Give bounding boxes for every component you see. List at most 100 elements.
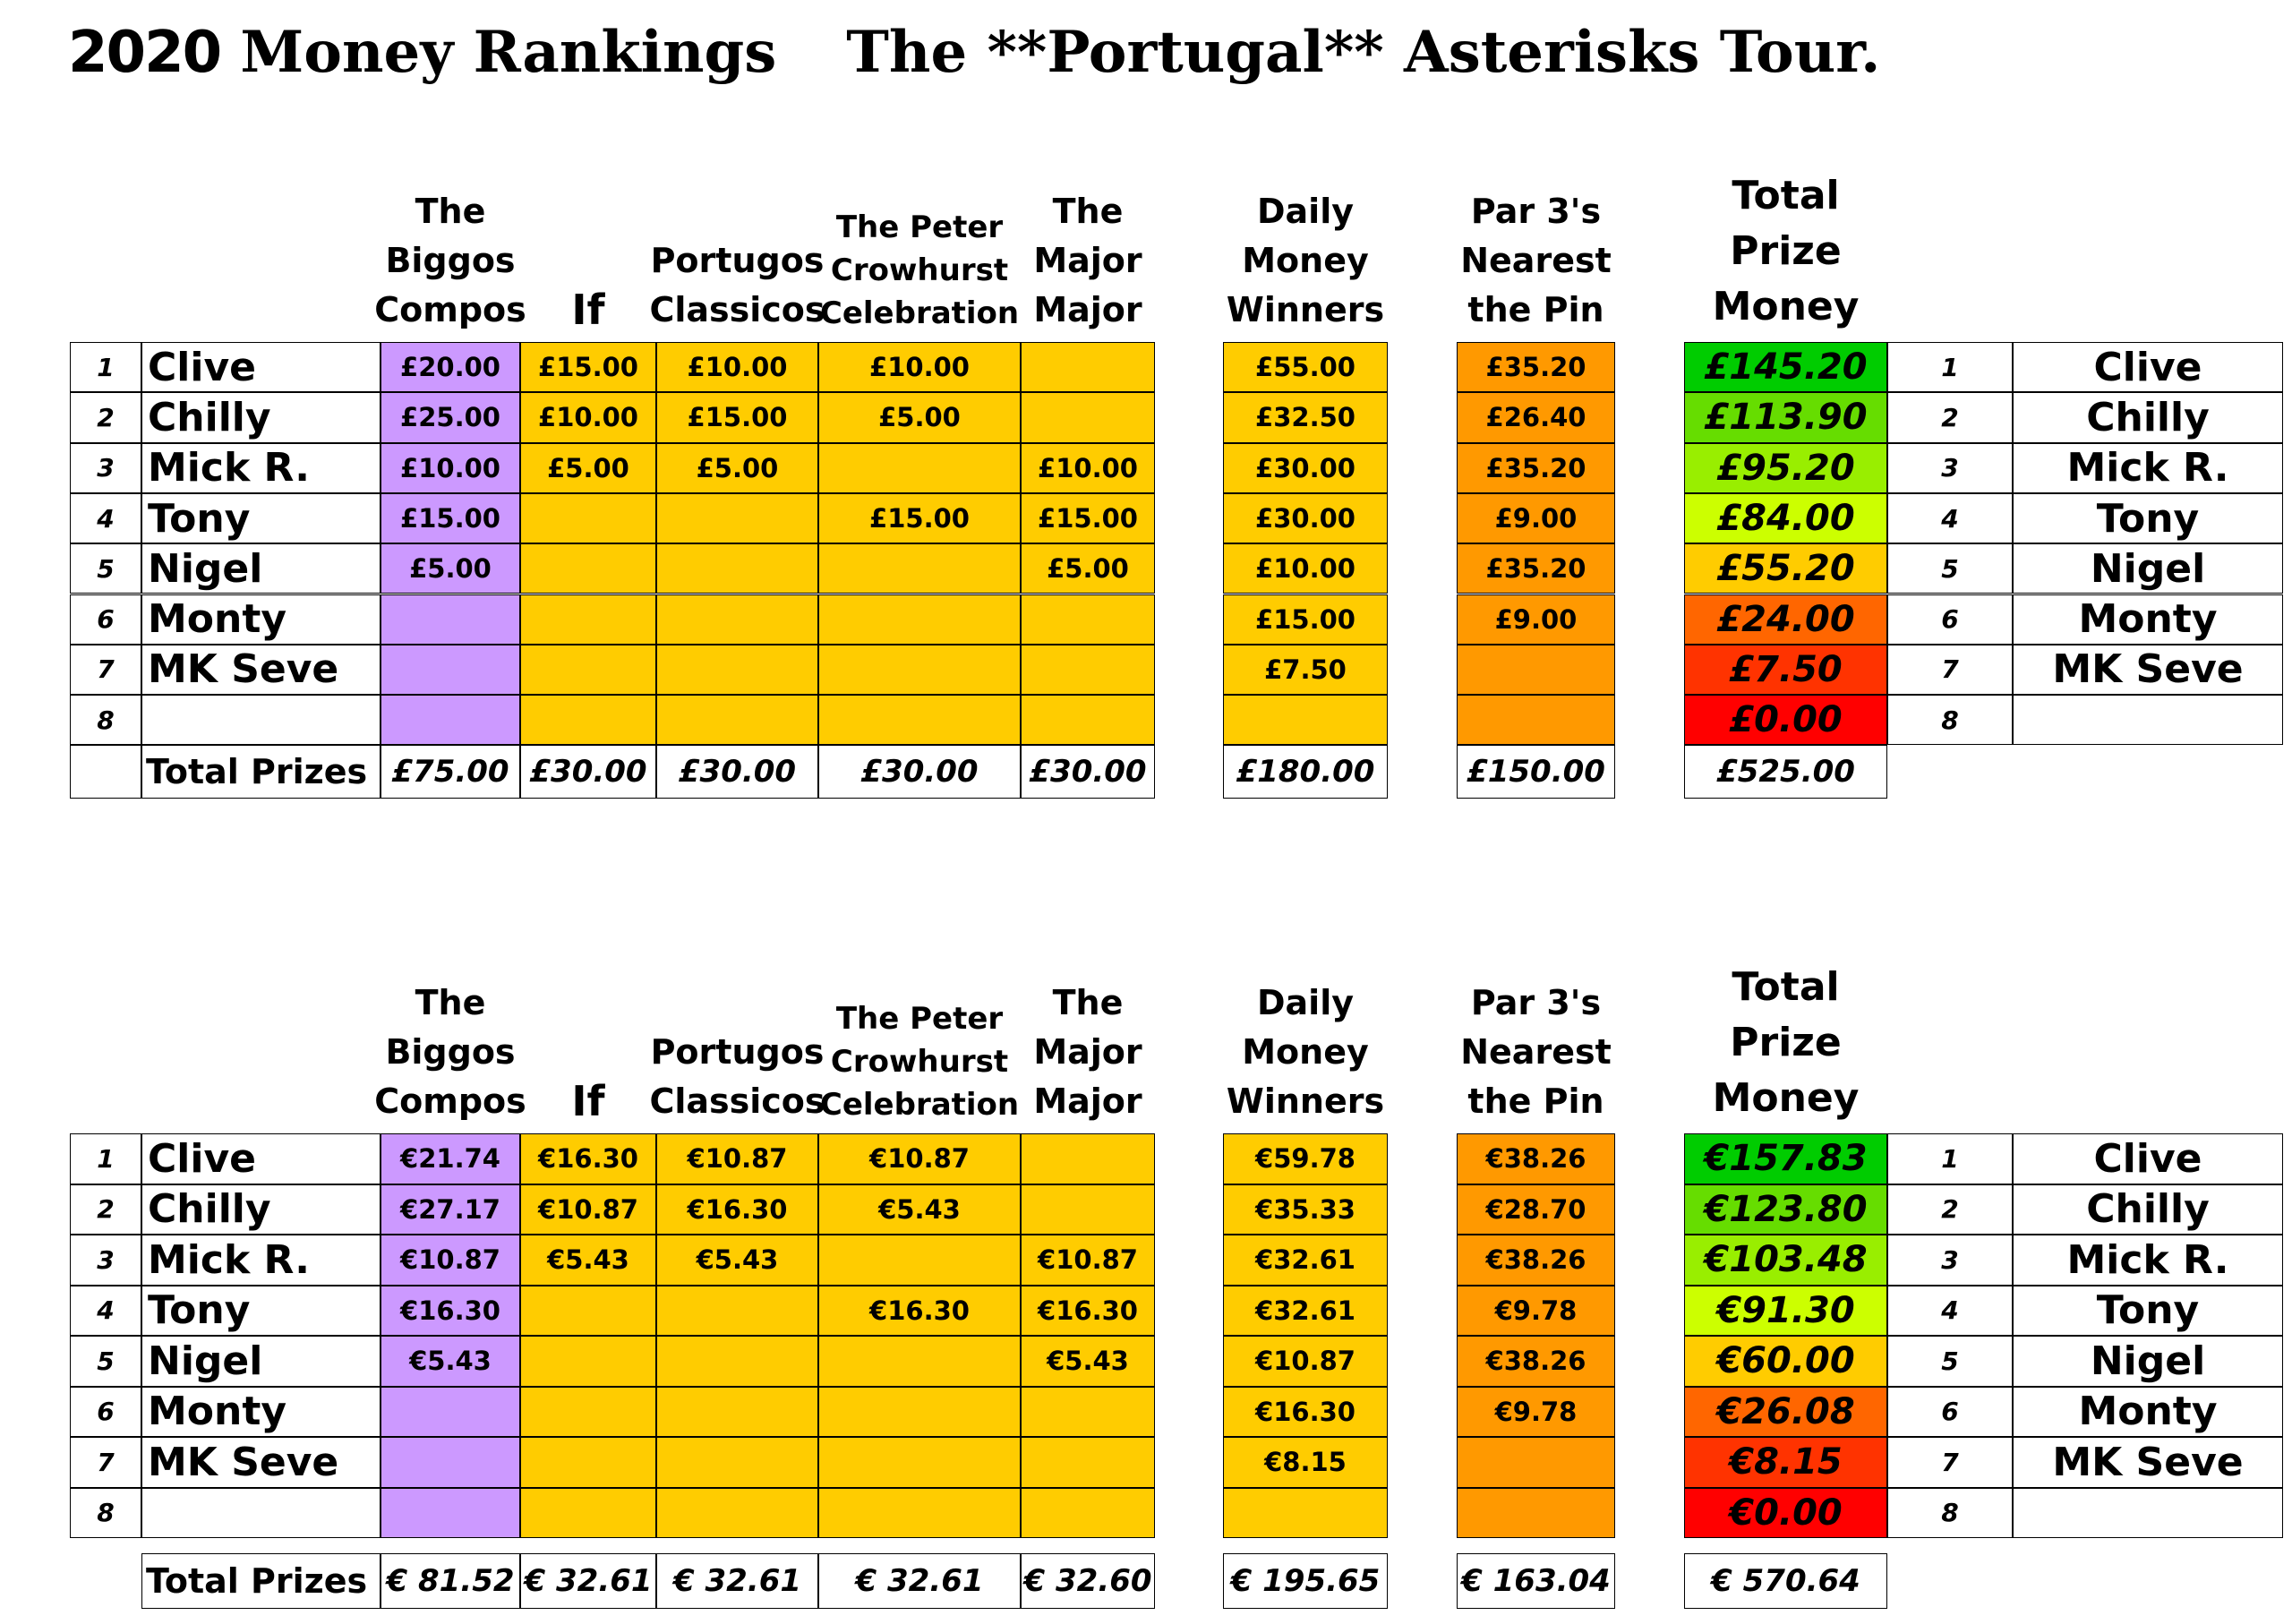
cell-total: €123.80 xyxy=(1684,1184,1887,1235)
cell-total: £95.20 xyxy=(1684,442,1887,493)
player-name: Chilly xyxy=(141,1184,381,1235)
rank-number: 3 xyxy=(70,1235,141,1286)
header-major-line: Major xyxy=(1033,241,1142,280)
header-portugos-line: Portugos xyxy=(650,1032,825,1072)
cell-total: €60.00 xyxy=(1684,1336,1887,1387)
rank-number: 5 xyxy=(70,543,141,594)
header-par3-line: Par 3's xyxy=(1470,983,1602,1022)
header-total-line: Prize xyxy=(1730,228,1842,274)
rank-number: 2 xyxy=(70,392,141,443)
header-peter-line: Celebration xyxy=(819,295,1020,331)
header-daily: Daily Money Winners xyxy=(1214,187,1397,335)
cell-if xyxy=(520,492,656,544)
player-name: Tony xyxy=(141,1285,381,1336)
header-biggos: The Biggos Compos xyxy=(372,979,529,1126)
cell-biggos: €27.17 xyxy=(381,1184,520,1235)
rank-number: 1 xyxy=(70,342,141,393)
player-name xyxy=(141,695,381,746)
header-if-line: If xyxy=(571,1077,605,1125)
cell-total: £7.50 xyxy=(1684,644,1887,696)
summary-rank-number: 8 xyxy=(1887,695,2013,746)
cell-peter xyxy=(818,1336,1021,1387)
cell-biggos: €10.87 xyxy=(381,1235,520,1286)
cell-major xyxy=(1021,392,1155,443)
cell-biggos: £15.00 xyxy=(381,492,520,544)
summary-rank-number: 6 xyxy=(1887,1386,2013,1437)
header-daily: Daily Money Winners xyxy=(1214,979,1397,1126)
total-prizes-par3: € 163.04 xyxy=(1457,1553,1615,1609)
cell-biggos xyxy=(381,1386,520,1437)
header-daily-line: Winners xyxy=(1226,290,1385,329)
summary-rank-number: 8 xyxy=(1887,1487,2013,1538)
cell-biggos: €21.74 xyxy=(381,1133,520,1184)
cell-if: €10.87 xyxy=(520,1184,656,1235)
cell-portugos xyxy=(656,1336,818,1387)
cell-total: £55.20 xyxy=(1684,543,1887,594)
cell-major xyxy=(1021,342,1155,393)
header-major-line: The xyxy=(1052,192,1124,231)
cell-total: £145.20 xyxy=(1684,342,1887,393)
cell-major xyxy=(1021,1437,1155,1488)
cell-major: £10.00 xyxy=(1021,442,1155,493)
title-year: 2020 xyxy=(68,20,222,86)
player-name: Mick R. xyxy=(141,1235,381,1286)
cell-daily: €10.87 xyxy=(1223,1336,1388,1387)
header-major-line: The xyxy=(1052,983,1124,1022)
header-biggos-line: Compos xyxy=(374,290,526,329)
summary-player-name: Nigel xyxy=(2013,543,2283,594)
cell-portugos xyxy=(656,543,818,594)
header-if: If xyxy=(511,1077,665,1126)
cell-portugos: €10.87 xyxy=(656,1133,818,1184)
total-row-rank-cell xyxy=(70,745,141,799)
cell-portugos: £15.00 xyxy=(656,392,818,443)
summary-rank-number: 4 xyxy=(1887,1285,2013,1336)
header-biggos-line: The xyxy=(415,983,486,1022)
header-major-line: Major xyxy=(1033,1081,1142,1121)
cell-par3 xyxy=(1457,695,1615,746)
cell-biggos: £25.00 xyxy=(381,392,520,443)
cell-total: £24.00 xyxy=(1684,594,1887,645)
rank-number: 4 xyxy=(70,1285,141,1336)
cell-biggos: €16.30 xyxy=(381,1285,520,1336)
cell-major: €16.30 xyxy=(1021,1285,1155,1336)
cell-biggos xyxy=(381,594,520,645)
cell-biggos xyxy=(381,644,520,696)
cell-par3: €38.26 xyxy=(1457,1336,1615,1387)
cell-if: £5.00 xyxy=(520,442,656,493)
header-if-line: If xyxy=(571,286,605,334)
header-peter-line: Crowhurst xyxy=(830,1044,1009,1080)
player-name: Mick R. xyxy=(141,442,381,493)
cell-par3: €9.78 xyxy=(1457,1285,1615,1336)
cell-peter: £15.00 xyxy=(818,492,1021,544)
cell-if xyxy=(520,1437,656,1488)
header-major-line: Major xyxy=(1033,1032,1142,1072)
header-daily-line: Winners xyxy=(1226,1081,1385,1121)
player-name: Clive xyxy=(141,342,381,393)
total-prizes-if: £30.00 xyxy=(520,745,656,799)
cell-portugos xyxy=(656,644,818,696)
header-portugos: Portugos Classicos xyxy=(647,1028,827,1126)
total-prizes-biggos: £75.00 xyxy=(381,745,520,799)
summary-rank-number: 7 xyxy=(1887,644,2013,696)
cell-daily: €59.78 xyxy=(1223,1133,1388,1184)
cell-daily xyxy=(1223,695,1388,746)
cell-if xyxy=(520,1336,656,1387)
gbp-rankings-table: The Biggos Compos If Portugos Classicos The Pe… xyxy=(0,0,2292,806)
cell-major xyxy=(1021,695,1155,746)
rank-number: 7 xyxy=(70,1437,141,1488)
player-name: MK Seve xyxy=(141,1437,381,1488)
total-prizes-if: € 32.61 xyxy=(520,1553,656,1609)
cell-if: £15.00 xyxy=(520,342,656,393)
summary-rank-number: 3 xyxy=(1887,442,2013,493)
cell-total: €26.08 xyxy=(1684,1386,1887,1437)
cell-par3 xyxy=(1457,644,1615,696)
header-peter-line: The Peter xyxy=(835,1001,1004,1037)
cell-if xyxy=(520,594,656,645)
summary-rank-number: 4 xyxy=(1887,492,2013,544)
rank-number: 6 xyxy=(70,1386,141,1437)
cell-total: €157.83 xyxy=(1684,1133,1887,1184)
cell-portugos xyxy=(656,1285,818,1336)
header-portugos-line: Classicos xyxy=(649,290,825,329)
cell-major: €5.43 xyxy=(1021,1336,1155,1387)
